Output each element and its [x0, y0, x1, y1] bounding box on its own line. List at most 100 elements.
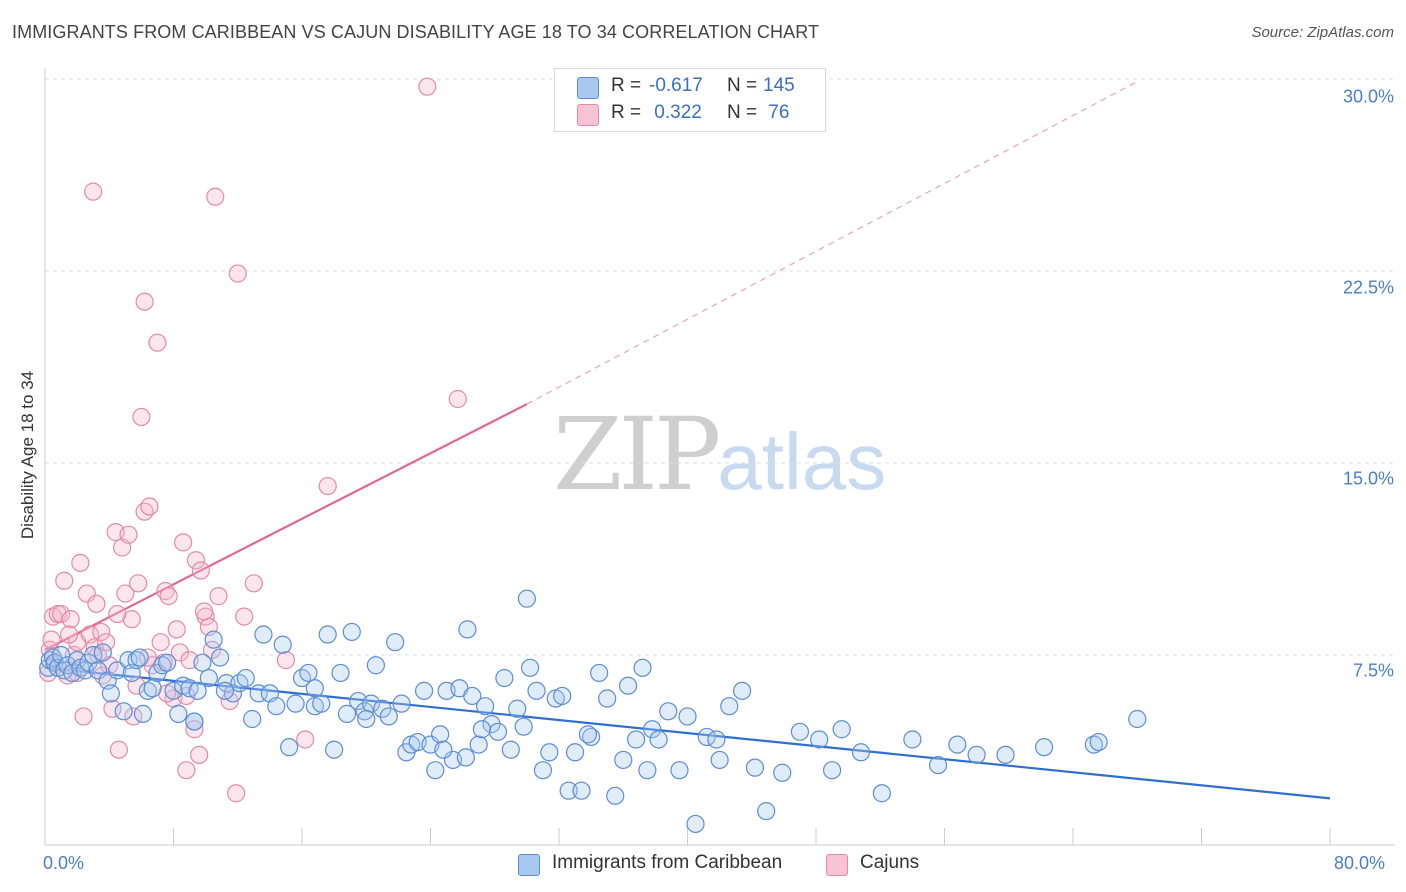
- legend-n-label: N =: [727, 75, 763, 96]
- bottom-legend-swatch-caribbean: [518, 854, 540, 876]
- point-caribbean: [773, 763, 792, 782]
- point-caribbean: [649, 730, 668, 749]
- trend-line-cajuns-extension: [526, 81, 1138, 405]
- point-caribbean: [643, 720, 662, 739]
- point-cajuns: [177, 761, 196, 780]
- bottom-legend-label: Cajuns: [860, 852, 920, 873]
- point-cajuns: [51, 604, 71, 624]
- point-caribbean: [280, 738, 299, 757]
- gridlines: [45, 78, 1395, 656]
- point-caribbean: [199, 668, 218, 688]
- bottom-legend-swatch-cajuns: [826, 854, 848, 876]
- point-caribbean: [1089, 732, 1108, 752]
- point-cajuns: [109, 740, 128, 759]
- point-cajuns: [55, 571, 74, 590]
- point-caribbean: [578, 725, 598, 744]
- source-credit: Source: ZipAtlas.com: [1251, 24, 1394, 41]
- point-caribbean: [114, 702, 133, 721]
- point-cajuns: [108, 604, 127, 624]
- point-cajuns: [116, 584, 135, 603]
- point-caribbean: [633, 658, 652, 677]
- point-caribbean: [618, 676, 638, 695]
- point-caribbean: [386, 633, 405, 652]
- point-caribbean: [357, 709, 376, 729]
- point-caribbean: [204, 630, 223, 649]
- legend-n-value: 76: [763, 102, 790, 123]
- point-caribbean: [185, 712, 204, 731]
- point-caribbean: [590, 663, 609, 683]
- point-cajuns: [87, 594, 106, 613]
- point-caribbean: [670, 761, 689, 780]
- point-cajuns: [167, 620, 186, 639]
- chart-title: IMMIGRANTS FROM CARIBBEAN VS CAJUN DISAB…: [12, 22, 820, 42]
- point-caribbean: [520, 658, 540, 677]
- point-cajuns: [135, 292, 154, 311]
- point-caribbean: [414, 681, 434, 700]
- point-cajuns: [185, 720, 204, 739]
- point-caribbean: [305, 679, 324, 698]
- point-caribbean: [1034, 738, 1054, 757]
- point-caribbean: [572, 781, 591, 800]
- point-cajuns: [156, 581, 175, 601]
- point-caribbean: [312, 694, 331, 713]
- point-caribbean: [822, 761, 842, 780]
- point-caribbean: [488, 722, 508, 741]
- point-cajuns: [194, 602, 214, 621]
- point-cajuns: [228, 264, 247, 283]
- trend-line-cajuns-solid: [44, 403, 528, 651]
- point-caribbean: [273, 635, 292, 654]
- point-caribbean: [903, 730, 922, 749]
- point-caribbean: [540, 743, 559, 762]
- legend-swatch-caribbean: [577, 77, 599, 99]
- point-cajuns: [61, 610, 80, 629]
- point-caribbean: [193, 653, 212, 672]
- point-cajuns: [244, 574, 263, 593]
- points-caribbean: [39, 589, 1147, 834]
- point-cajuns: [206, 187, 225, 206]
- point-caribbean: [318, 625, 337, 644]
- legend-row-caribbean: R = -0.617 N = 145: [555, 74, 825, 100]
- point-caribbean: [720, 697, 739, 716]
- point-cajuns: [190, 745, 209, 764]
- trend-line-caribbean: [44, 666, 1331, 800]
- point-cajuns: [84, 182, 103, 201]
- point-caribbean: [469, 735, 488, 754]
- point-caribbean: [745, 758, 765, 777]
- point-caribbean: [1084, 735, 1103, 754]
- point-caribbean: [851, 743, 871, 762]
- point-caribbean: [678, 707, 697, 726]
- point-cajuns: [92, 622, 111, 642]
- point-caribbean: [254, 625, 273, 644]
- point-cajuns: [59, 625, 79, 644]
- point-caribbean: [143, 679, 162, 698]
- point-caribbean: [928, 755, 948, 775]
- point-caribbean: [710, 750, 729, 770]
- point-caribbean: [101, 684, 120, 703]
- point-caribbean: [426, 761, 445, 780]
- point-cajuns: [209, 587, 228, 606]
- point-cajuns: [159, 587, 178, 606]
- point-cajuns: [129, 574, 148, 593]
- point-cajuns: [448, 389, 467, 409]
- point-caribbean: [476, 697, 495, 716]
- y-tick-label: 15.0%: [1342, 468, 1394, 489]
- point-caribbean: [210, 648, 230, 667]
- point-caribbean: [559, 781, 578, 800]
- point-caribbean: [501, 740, 520, 759]
- point-caribbean: [553, 686, 572, 706]
- point-caribbean: [996, 745, 1015, 764]
- point-caribbean: [366, 656, 385, 675]
- point-cajuns: [151, 633, 170, 652]
- y-tick-label: 7.5%: [1352, 660, 1394, 681]
- point-caribbean: [342, 622, 361, 642]
- point-caribbean: [810, 730, 829, 749]
- point-caribbean: [514, 717, 533, 736]
- point-cajuns: [318, 476, 337, 496]
- point-caribbean: [337, 704, 357, 723]
- axes: [44, 68, 1395, 846]
- point-caribbean: [267, 697, 286, 716]
- bottom-legend-label: Immigrants from Caribbean: [552, 852, 783, 873]
- watermark-atlas: atlas: [717, 417, 887, 506]
- point-cajuns: [148, 333, 167, 352]
- legend-r-label: R =: [611, 75, 647, 96]
